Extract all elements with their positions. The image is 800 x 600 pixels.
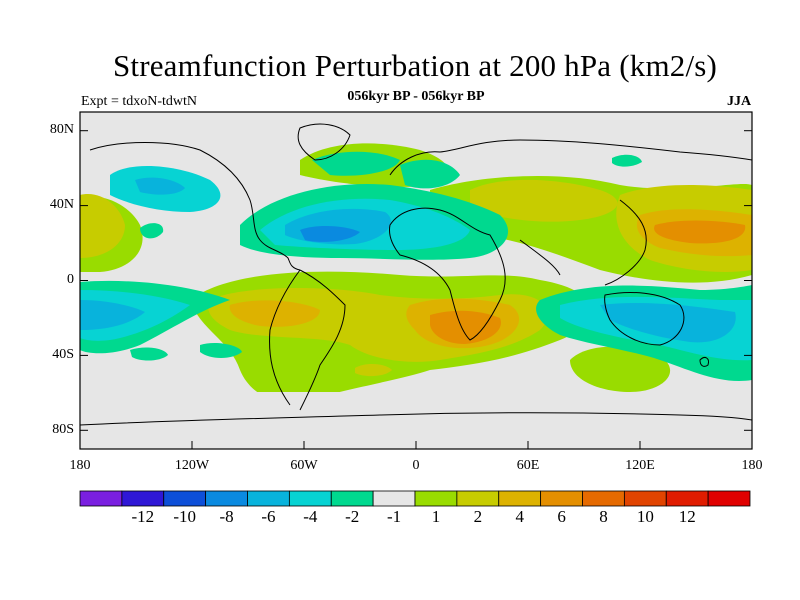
colorbar-swatch <box>456 490 500 507</box>
colorbar <box>79 490 751 507</box>
chart-title: Streamfunction Perturbation at 200 hPa (… <box>112 48 718 83</box>
colorbar-swatch <box>205 490 248 507</box>
colorbar-swatch <box>540 490 583 507</box>
colorbar-tick-label: 4 <box>515 507 524 526</box>
colorbar-tick-label: -8 <box>219 507 234 526</box>
colorbar-swatch <box>163 490 207 507</box>
colorbar-swatch <box>372 490 416 507</box>
colorbar-swatch <box>582 490 625 507</box>
lon-label-180-west: 180 <box>69 458 91 473</box>
colorbar-swatch <box>707 490 751 507</box>
colorbar-tick-label: -2 <box>345 507 360 526</box>
positive-field-strong <box>80 179 752 377</box>
colorbar-swatch <box>288 490 332 507</box>
negative-field <box>80 151 752 381</box>
colorbar-swatch <box>330 490 374 507</box>
coastlines <box>80 123 752 426</box>
colorbar-tick-label: 1 <box>431 507 441 526</box>
lon-label-0: 0 <box>412 458 420 473</box>
colorbar-swatch <box>79 490 123 507</box>
experiment-label: Expt = tdxoN-tdwtN <box>81 94 197 109</box>
colorbar-tick-label: -4 <box>303 507 318 526</box>
colorbar-tick-label: 6 <box>557 507 566 526</box>
colorbar-tick-label: 8 <box>599 507 608 526</box>
lon-label-180-east: 180 <box>741 458 763 473</box>
lat-label-0: 0 <box>67 272 74 287</box>
colorbar-tick-label: -6 <box>261 507 276 526</box>
colorbar-tick-label: 12 <box>678 507 696 526</box>
lat-label-80s: 80S <box>52 422 74 437</box>
colorbar-swatch <box>498 490 542 507</box>
lon-label-120w: 120W <box>174 458 210 473</box>
colorbar-swatch <box>247 490 290 507</box>
colorbar-swatch <box>623 490 667 507</box>
season-label: JJA <box>727 94 752 109</box>
lat-ticks <box>80 130 752 431</box>
period-label: 056kyr BP - 056kyr BP <box>347 89 485 104</box>
colorbar-swatch <box>414 490 458 507</box>
lon-label-120e: 120E <box>625 458 655 473</box>
lat-label-40s: 40S <box>52 347 74 362</box>
lat-label-80n: 80N <box>49 122 74 137</box>
colorbar-swatch <box>121 490 165 507</box>
colorbar-tick-label: -1 <box>386 507 402 526</box>
colorbar-tick-label: -12 <box>131 507 155 526</box>
lon-ticks <box>79 441 753 449</box>
lon-label-60e: 60E <box>516 458 540 473</box>
lat-label-40n: 40N <box>49 197 74 212</box>
colorbar-tick-label: 2 <box>473 507 483 526</box>
colorbar-swatch <box>665 490 709 507</box>
colorbar-tick-label: -10 <box>173 507 197 526</box>
colorbar-tick-label: 10 <box>636 507 654 526</box>
lon-label-60w: 60W <box>290 458 318 473</box>
